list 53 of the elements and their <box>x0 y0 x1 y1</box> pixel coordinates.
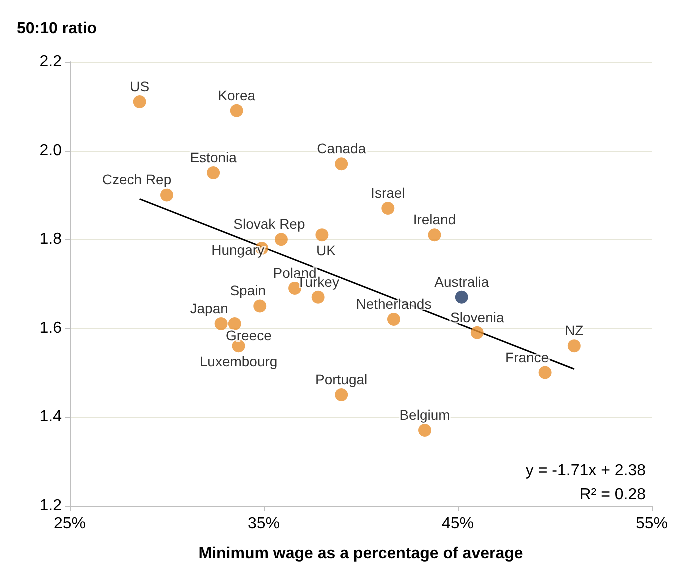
data-label: Korea <box>218 87 256 104</box>
x-axis-title: Minimum wage as a percentage of average <box>198 546 524 562</box>
data-label: Ireland <box>413 212 456 228</box>
point <box>387 313 400 326</box>
x-tick-label: 25% <box>54 516 86 532</box>
data-label: Portugal <box>316 372 368 388</box>
data-label: UK <box>316 242 337 259</box>
point <box>455 290 468 304</box>
x-tick-label: 35% <box>248 516 280 532</box>
point <box>568 340 581 353</box>
point <box>230 104 244 118</box>
data-label: Spain <box>230 282 266 299</box>
point <box>133 95 146 108</box>
point <box>254 300 267 313</box>
point <box>160 188 174 202</box>
point <box>274 233 288 246</box>
point <box>428 228 442 242</box>
annotation: R² = 0.28 <box>580 486 646 504</box>
point <box>335 158 348 171</box>
annotation: y = -1.71x + 2.38 <box>526 462 646 480</box>
point <box>538 366 552 380</box>
data-label: France <box>506 349 550 366</box>
data-label: Australia <box>434 274 490 290</box>
y-tick-label: 1.8 <box>40 231 62 248</box>
x-tick-label: 45% <box>442 516 474 532</box>
y-tick-label: 1.4 <box>40 408 62 426</box>
point <box>207 166 220 180</box>
point <box>228 317 242 330</box>
y-tick-label: 1.2 <box>40 498 62 514</box>
data-label: Israel <box>371 185 406 202</box>
data-label: Greece <box>226 327 272 344</box>
data-label: Slovak Rep <box>234 216 306 232</box>
data-label: Canada <box>317 140 366 157</box>
y-tick-label: 1.6 <box>40 320 62 337</box>
y-tick-label: 2.2 <box>40 54 62 70</box>
point <box>335 388 348 402</box>
data-label: Czech Rep <box>102 172 172 188</box>
point <box>316 228 329 242</box>
x-tick-label: 55% <box>636 516 668 532</box>
point <box>382 202 395 216</box>
data-label: US <box>130 78 150 94</box>
point <box>214 317 228 330</box>
point <box>470 326 484 340</box>
data-label: Luxembourg <box>200 354 278 370</box>
y-axis-title: 50:10 ratio <box>17 20 98 38</box>
data-label: Slovenia <box>450 309 504 326</box>
point <box>312 290 325 304</box>
data-label: Belgium <box>400 407 450 424</box>
data-label: Estonia <box>190 150 238 166</box>
y-tick-label: 2.0 <box>40 142 62 160</box>
data-label: Japan <box>190 300 228 316</box>
point <box>418 424 432 438</box>
data-label: NZ <box>565 322 584 339</box>
